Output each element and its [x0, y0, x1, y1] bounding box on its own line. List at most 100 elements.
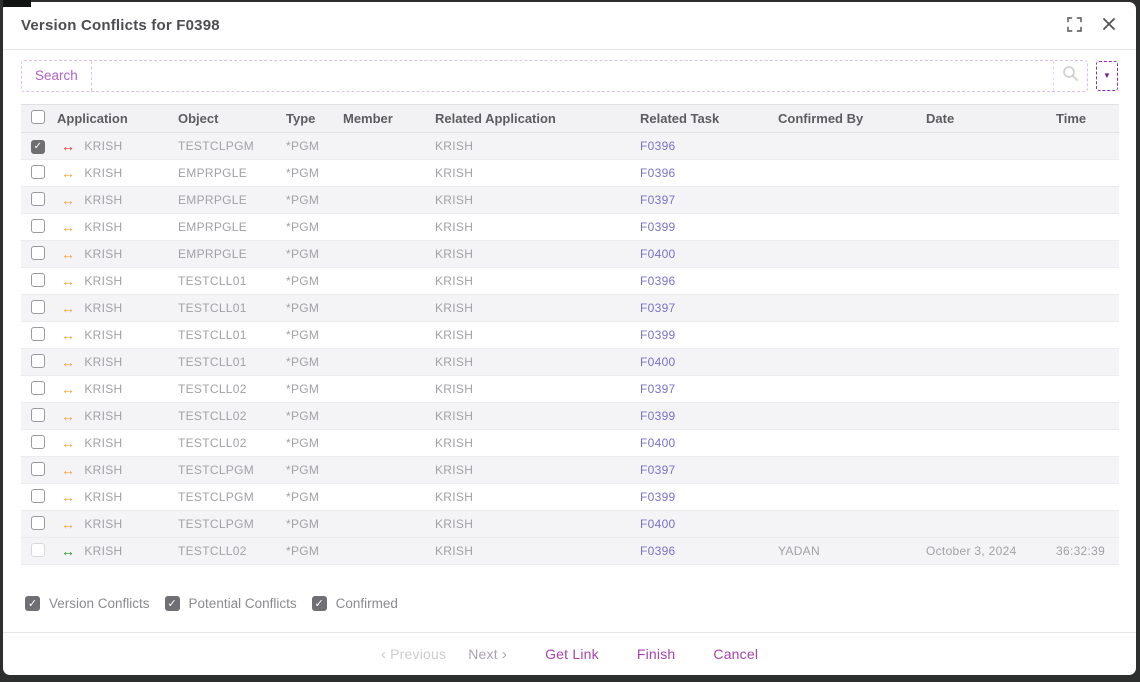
date-cell: October 3, 2024 — [926, 544, 1017, 558]
row-checkbox[interactable] — [31, 461, 45, 476]
table-row[interactable]: ↔ KRISH TESTCLL02 *PGM KRISH F0399 — [21, 402, 1119, 430]
column-header-time: Time — [1048, 104, 1119, 133]
table-body: ✓ ↔ KRISH TESTCLPGM *PGM KRISH F0396 ↔ KRISH EMPR… — [21, 132, 1119, 565]
table-row[interactable]: ↔ KRISH TESTCLL01 *PGM KRISH F0397 — [21, 294, 1119, 322]
type-cell: *PGM — [286, 193, 320, 207]
related-task-link[interactable]: F0399 — [640, 409, 676, 423]
column-header-member: Member — [343, 104, 435, 133]
type-cell: *PGM — [286, 328, 320, 342]
cancel-button[interactable]: Cancel — [709, 644, 762, 664]
time-cell — [1048, 133, 1119, 160]
potential-conflict-arrow-icon: ↔ — [61, 165, 76, 181]
related-task-link[interactable]: F0400 — [640, 517, 676, 531]
filter-checkbox[interactable]: ✓ — [164, 596, 180, 611]
filter-confirmed[interactable]: ✓ Confirmed — [311, 596, 398, 611]
filter-version-conflicts[interactable]: ✓ Version Conflicts — [25, 596, 150, 611]
related-task-link[interactable]: F0400 — [640, 436, 676, 450]
confirmed-by-cell — [778, 214, 926, 241]
finish-button[interactable]: Finish — [633, 644, 680, 664]
select-all-checkbox[interactable] — [31, 110, 45, 124]
row-checkbox[interactable] — [31, 380, 45, 395]
row-checkbox[interactable] — [31, 299, 45, 314]
next-button[interactable]: Next › — [464, 644, 511, 665]
related-task-link[interactable]: F0396 — [640, 139, 676, 153]
table-row[interactable]: ↔ KRISH TESTCLL02 *PGM KRISH F0400 — [21, 429, 1119, 457]
row-checkbox[interactable] — [31, 272, 45, 287]
table-row[interactable]: ↔ KRISH TESTCLL02 *PGM KRISH F0396 YADAN Octobe… — [21, 537, 1119, 565]
date-cell — [926, 214, 1048, 241]
row-checkbox[interactable] — [31, 164, 45, 179]
search-input[interactable] — [91, 60, 1053, 91]
related-task-link[interactable]: F0400 — [640, 247, 676, 261]
row-checkbox[interactable] — [31, 353, 45, 368]
related-task-link[interactable]: F0396 — [640, 166, 676, 180]
related-task-link[interactable]: F0399 — [640, 490, 676, 504]
related-application-cell: KRISH — [435, 139, 474, 153]
related-task-link[interactable]: F0396 — [640, 544, 676, 558]
search-submit[interactable] — [1053, 60, 1087, 91]
table-row[interactable]: ↔ KRISH TESTCLL01 *PGM KRISH F0399 — [21, 321, 1119, 349]
member-cell — [343, 268, 435, 295]
filter-checkbox[interactable]: ✓ — [311, 596, 327, 611]
time-cell: 36:32:39 — [1056, 544, 1106, 558]
confirmed-by-cell — [778, 133, 926, 160]
table-row[interactable]: ✓ ↔ KRISH TESTCLPGM *PGM KRISH F0396 — [21, 132, 1119, 160]
date-cell — [926, 187, 1048, 214]
row-checkbox[interactable] — [31, 191, 45, 206]
table-row[interactable]: ↔ KRISH TESTCLPGM *PGM KRISH F0397 — [21, 456, 1119, 484]
table-row[interactable]: ↔ KRISH EMPRPGLE *PGM KRISH F0396 — [21, 159, 1119, 187]
table-row[interactable]: ↔ KRISH EMPRPGLE *PGM KRISH F0399 — [21, 213, 1119, 241]
application-cell: KRISH — [84, 463, 123, 477]
filter-label: Potential Conflicts — [188, 596, 297, 611]
table-row[interactable]: ↔ KRISH EMPRPGLE *PGM KRISH F0400 — [21, 240, 1119, 268]
row-checkbox[interactable] — [31, 407, 45, 422]
related-application-cell: KRISH — [435, 517, 474, 531]
confirmed-by-cell — [778, 457, 926, 484]
related-task-link[interactable]: F0397 — [640, 382, 676, 396]
member-cell — [343, 484, 435, 511]
row-checkbox — [31, 542, 45, 557]
related-task-link[interactable]: F0396 — [640, 274, 676, 288]
dialog-footer: ‹ Previous Next › Get Link Finish Cancel — [3, 633, 1136, 675]
confirmed-by-cell — [778, 241, 926, 268]
filter-label: Version Conflicts — [49, 596, 150, 611]
type-cell: *PGM — [286, 355, 320, 369]
member-cell — [343, 376, 435, 403]
table-row[interactable]: ↔ KRISH TESTCLL01 *PGM KRISH F0396 — [21, 267, 1119, 295]
confirmed-by-cell — [778, 403, 926, 430]
row-checkbox[interactable]: ✓ — [31, 140, 45, 154]
get-link-button[interactable]: Get Link — [541, 644, 603, 664]
row-checkbox[interactable] — [31, 245, 45, 260]
row-checkbox[interactable] — [31, 218, 45, 233]
related-task-link[interactable]: F0399 — [640, 220, 676, 234]
row-checkbox[interactable] — [31, 515, 45, 530]
member-cell — [343, 187, 435, 214]
object-cell: TESTCLL02 — [178, 544, 247, 558]
table-row[interactable]: ↔ KRISH TESTCLPGM *PGM KRISH F0399 — [21, 483, 1119, 511]
member-cell — [343, 214, 435, 241]
expand-button[interactable] — [1065, 15, 1084, 37]
related-task-link[interactable]: F0399 — [640, 328, 676, 342]
search-options-button[interactable]: ▼ — [1096, 60, 1118, 91]
table-row[interactable]: ↔ KRISH TESTCLL01 *PGM KRISH F0400 — [21, 348, 1119, 376]
row-checkbox[interactable] — [31, 434, 45, 449]
table-row[interactable]: ↔ KRISH EMPRPGLE *PGM KRISH F0397 — [21, 186, 1119, 214]
related-task-link[interactable]: F0397 — [640, 193, 676, 207]
filter-potential-conflicts[interactable]: ✓ Potential Conflicts — [164, 596, 297, 611]
time-cell — [1048, 484, 1119, 511]
related-task-link[interactable]: F0400 — [640, 355, 676, 369]
row-checkbox[interactable] — [31, 326, 45, 341]
close-button[interactable] — [1100, 15, 1118, 36]
related-task-link[interactable]: F0397 — [640, 463, 676, 477]
related-task-link[interactable]: F0397 — [640, 301, 676, 315]
table-row[interactable]: ↔ KRISH TESTCLPGM *PGM KRISH F0400 — [21, 510, 1119, 538]
previous-button[interactable]: ‹ Previous — [377, 644, 450, 665]
object-cell: EMPRPGLE — [178, 166, 248, 180]
potential-conflict-arrow-icon: ↔ — [61, 192, 76, 208]
table-row[interactable]: ↔ KRISH TESTCLL02 *PGM KRISH F0397 — [21, 375, 1119, 403]
object-cell: TESTCLL01 — [178, 355, 247, 369]
confirmed-by-cell — [778, 160, 926, 187]
filter-checkbox[interactable]: ✓ — [25, 596, 40, 611]
row-checkbox[interactable] — [31, 488, 45, 503]
member-cell — [343, 538, 435, 565]
